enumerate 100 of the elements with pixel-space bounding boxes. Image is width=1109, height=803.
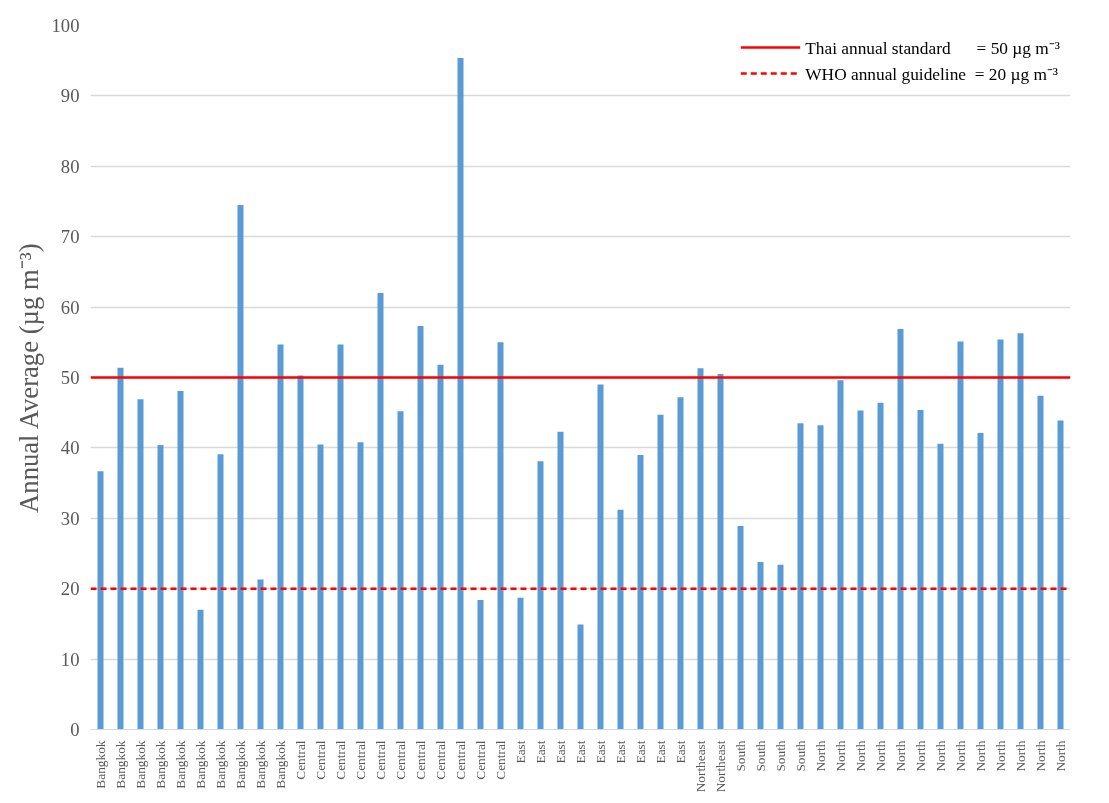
x-tick-label: South [773, 740, 788, 772]
x-tick-label: Northeast [713, 740, 728, 793]
x-tick-label: Northeast [693, 740, 708, 793]
bar [117, 367, 124, 730]
x-tick-label: Bangkok [93, 740, 108, 789]
bar [1037, 395, 1044, 730]
bar [417, 326, 424, 730]
x-tick-label: Bangkok [233, 740, 248, 789]
bar [257, 579, 264, 730]
x-tick-label: Central [293, 740, 308, 780]
legend-label: Thai annual standard = 50 µg m⁻³ [805, 38, 1060, 59]
x-tick-label: Bangkok [173, 740, 188, 789]
x-tick-label: North [933, 740, 948, 772]
y-tick-label: 90 [60, 85, 80, 107]
bar [857, 410, 864, 730]
bar [797, 423, 804, 730]
y-tick-label: 0 [70, 719, 80, 740]
x-tick-label: Bangkok [273, 740, 288, 789]
x-tick-label: North [853, 740, 868, 772]
x-tick-label: East [553, 740, 568, 764]
bar [137, 399, 144, 730]
bar [397, 411, 404, 730]
y-tick-label: 30 [60, 507, 80, 529]
bar [917, 409, 924, 730]
bar [817, 425, 824, 730]
x-tick-label: North [953, 740, 968, 772]
bar [197, 609, 204, 730]
x-tick-label: North [873, 740, 888, 772]
y-tick-label: 10 [60, 648, 80, 670]
x-tick-label: North [1033, 740, 1048, 772]
x-tick-label: South [753, 740, 768, 772]
bar [597, 384, 604, 730]
bar [337, 344, 344, 730]
y-tick-label: 100 [51, 15, 80, 36]
legend-label: WHO annual guideline = 20 µg m⁻³ [805, 64, 1059, 85]
x-tick-label: Bangkok [193, 740, 208, 789]
x-tick-label: Central [433, 740, 448, 780]
x-tick-label: North [893, 740, 908, 772]
bar [317, 444, 324, 730]
y-tick-label: 40 [60, 437, 80, 459]
bar [637, 454, 644, 730]
y-tick-label: 60 [60, 296, 80, 318]
bar [837, 380, 844, 730]
x-tick-label: Central [313, 740, 328, 780]
bar [297, 375, 304, 730]
x-tick-label: East [513, 740, 528, 764]
y-tick-label: 50 [60, 367, 80, 388]
x-tick-label: Bangkok [253, 740, 268, 789]
x-tick-label: East [613, 740, 628, 764]
bar [497, 342, 504, 730]
bar [657, 414, 664, 730]
x-tick-label: East [653, 740, 668, 764]
bar [1017, 333, 1024, 730]
x-tick-label: South [793, 740, 808, 772]
bar [577, 624, 584, 730]
x-tick-label: Central [393, 740, 408, 780]
x-tick-label: Central [453, 740, 468, 780]
bar [717, 373, 724, 730]
x-tick-label: East [573, 740, 588, 764]
x-tick-label: Central [333, 740, 348, 780]
x-tick-label: Bangkok [213, 740, 228, 789]
bar [177, 390, 184, 730]
x-tick-label: North [973, 740, 988, 772]
bar [737, 526, 744, 730]
bar [517, 597, 524, 730]
bar [957, 341, 964, 730]
x-tick-label: Bangkok [113, 740, 128, 789]
y-axis-title: Annual Average (µg m⁻³) [13, 243, 44, 513]
x-tick-label: North [993, 740, 1008, 772]
x-tick-label: East [673, 740, 688, 764]
bar [357, 442, 364, 730]
bar [457, 57, 464, 730]
bar [997, 339, 1004, 730]
bar [377, 293, 384, 730]
x-tick-label: Central [413, 740, 428, 780]
bar [1057, 420, 1064, 730]
bar [557, 431, 564, 730]
x-tick-label: Bangkok [153, 740, 168, 789]
bar [537, 461, 544, 730]
x-tick-label: East [533, 740, 548, 764]
y-tick-label: 20 [60, 578, 80, 600]
x-tick-label: North [1013, 740, 1028, 772]
bar [277, 344, 284, 730]
x-tick-label: East [593, 740, 608, 764]
bar [977, 433, 984, 730]
x-tick-label: Central [493, 740, 508, 780]
x-tick-label: Central [473, 740, 488, 780]
y-tick-label: 80 [60, 155, 80, 177]
y-tick-label: 70 [60, 226, 80, 248]
x-tick-label: Central [353, 740, 368, 780]
bar [897, 328, 904, 730]
bar [877, 402, 884, 730]
bar [477, 599, 484, 730]
x-tick-label: North [1053, 740, 1068, 772]
bar [777, 564, 784, 730]
x-tick-label: North [913, 740, 928, 772]
bar [237, 205, 244, 730]
bar [757, 561, 764, 730]
x-tick-label: Central [373, 740, 388, 780]
bar [157, 445, 164, 730]
